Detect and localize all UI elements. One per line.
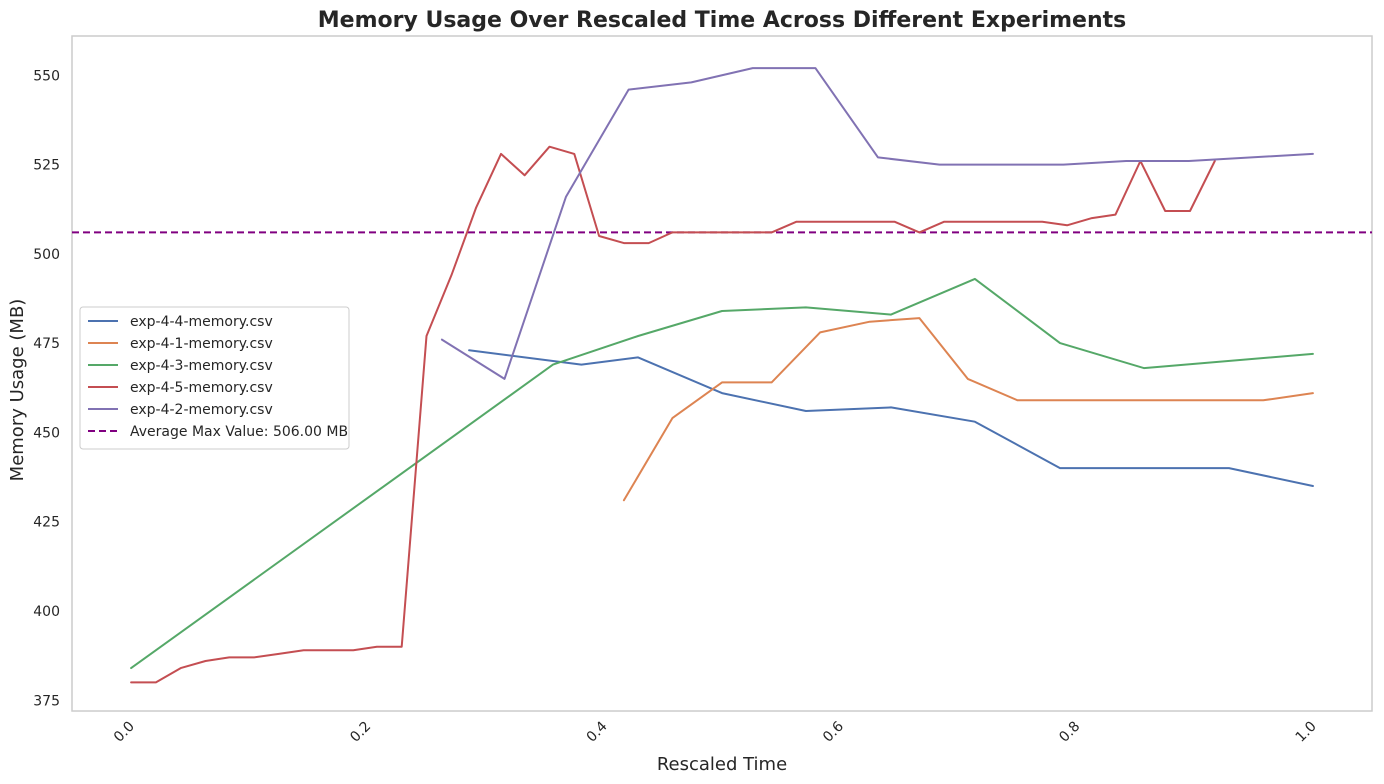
y-tick-label: 425 — [33, 515, 60, 531]
x-tick-label: 1.0 — [1293, 719, 1320, 746]
x-tick-label: 0.0 — [111, 719, 138, 746]
legend-entry-label: exp-4-5-memory.csv — [130, 380, 273, 396]
series-line-exp-4-3-memory — [130, 277, 1314, 670]
x-tick-label: 0.4 — [584, 718, 611, 745]
x-tick-label: 0.2 — [347, 719, 374, 746]
y-axis-ticks: 375 400 425 450 475 500 525 550 — [33, 68, 60, 709]
y-tick-label: 500 — [33, 247, 60, 263]
x-axis-ticks: 0.0 0.2 0.4 0.6 0.8 1.0 — [111, 718, 1320, 745]
x-axis-label: Rescaled Time — [657, 754, 787, 775]
legend-entry-label: exp-4-3-memory.csv — [130, 358, 273, 374]
y-axis-label: Memory Usage (MB) — [7, 299, 28, 482]
chart-title: Memory Usage Over Rescaled Time Across D… — [318, 8, 1127, 33]
y-tick-label: 450 — [33, 425, 60, 441]
legend-entry-label: exp-4-1-memory.csv — [130, 336, 273, 352]
legend-entry-label: Average Max Value: 506.00 MB — [130, 424, 348, 440]
y-tick-label: 375 — [33, 693, 60, 709]
series-line-exp-4-2-memory — [440, 67, 1314, 380]
legend: exp-4-4-memory.csv exp-4-1-memory.csv exp-… — [79, 306, 350, 450]
y-tick-label: 550 — [33, 68, 60, 84]
x-tick-label: 0.6 — [820, 718, 847, 745]
x-tick-label: 0.8 — [1056, 719, 1083, 746]
legend-box — [79, 306, 350, 450]
series-line-exp-4-5-memory — [130, 145, 1216, 684]
legend-entry-label: exp-4-2-memory.csv — [130, 402, 273, 418]
y-tick-label: 400 — [33, 604, 60, 620]
legend-entry-label: exp-4-4-memory.csv — [130, 314, 273, 330]
y-tick-label: 475 — [33, 336, 60, 352]
y-tick-label: 525 — [33, 158, 60, 174]
series-line-exp-4-1-memory — [622, 317, 1314, 502]
series-layer — [130, 67, 1314, 684]
series-line-exp-4-4-memory — [468, 349, 1314, 487]
